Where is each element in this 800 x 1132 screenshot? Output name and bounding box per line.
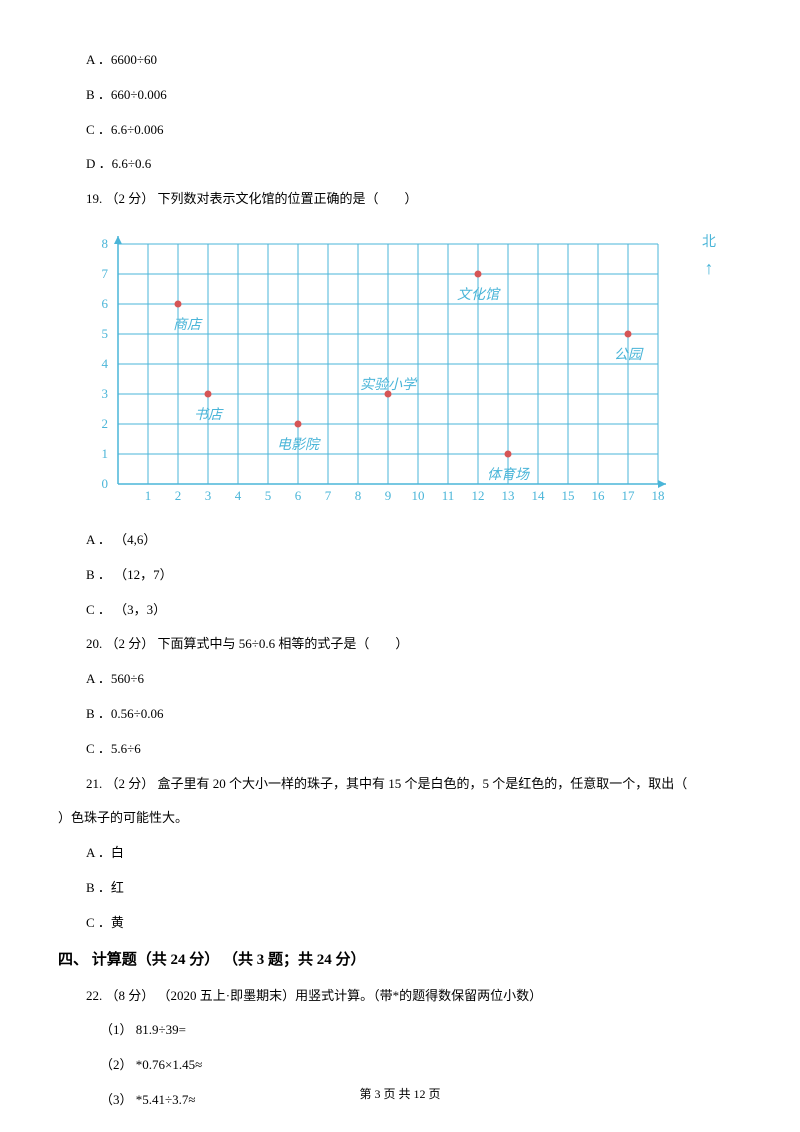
svg-text:3: 3	[102, 386, 109, 401]
q19-option-c: C ． （3，3）	[58, 600, 742, 621]
q20-option-a: A ．560÷6	[58, 669, 742, 690]
section4-title: 四、 计算题（共 24 分） （共 3 题；共 24 分）	[58, 948, 742, 972]
svg-text:2: 2	[175, 488, 182, 503]
svg-text:13: 13	[502, 488, 515, 503]
svg-text:体育场: 体育场	[487, 467, 530, 483]
q20-option-c: C ．5.6÷6	[58, 739, 742, 760]
svg-text:5: 5	[102, 326, 109, 341]
svg-text:电影院: 电影院	[277, 437, 321, 453]
coordinate-grid: 123456789101112131415161718012345678文化馆商…	[86, 224, 686, 514]
q22-sub1: （1） 81.9÷39=	[58, 1020, 742, 1041]
q19-option-a: A ． （4,6）	[58, 530, 742, 551]
q18-option-d: D ．6.6÷0.6	[58, 154, 742, 175]
svg-text:0: 0	[102, 476, 109, 491]
q20-option-b: B ．0.56÷0.06	[58, 704, 742, 725]
svg-text:4: 4	[102, 356, 109, 371]
svg-text:商店: 商店	[173, 317, 203, 333]
q19-text: 19. （2 分） 下列数对表示文化馆的位置正确的是（ ）	[58, 189, 742, 210]
svg-text:书店: 书店	[194, 407, 224, 423]
svg-text:文化馆: 文化馆	[457, 287, 501, 303]
svg-text:11: 11	[442, 488, 455, 503]
q18-option-c: C ．6.6÷0.006	[58, 120, 742, 141]
q21-option-c: C ．黄	[58, 913, 742, 934]
svg-text:4: 4	[235, 488, 242, 503]
svg-text:2: 2	[102, 416, 109, 431]
svg-text:7: 7	[325, 488, 332, 503]
svg-text:8: 8	[355, 488, 362, 503]
svg-text:5: 5	[265, 488, 272, 503]
svg-text:18: 18	[652, 488, 665, 503]
svg-text:3: 3	[205, 488, 212, 503]
svg-text:8: 8	[102, 236, 109, 251]
svg-text:1: 1	[145, 488, 152, 503]
q22-text: 22. （8 分） （2020 五上·即墨期末）用竖式计算。（带*的题得数保留两…	[58, 986, 742, 1007]
north-label: 北	[702, 235, 716, 250]
svg-text:12: 12	[472, 488, 485, 503]
svg-text:15: 15	[562, 488, 575, 503]
q19-option-b: B ． （12，7）	[58, 565, 742, 586]
q18-option-a: A ．6600÷60	[58, 50, 742, 71]
svg-text:17: 17	[622, 488, 636, 503]
svg-text:1: 1	[102, 446, 109, 461]
north-indicator: 北 ↑	[702, 232, 716, 283]
svg-text:7: 7	[102, 266, 109, 281]
q21-option-a: A ．白	[58, 843, 742, 864]
q21-cont: ）色珠子的可能性大。	[58, 808, 742, 829]
svg-text:10: 10	[412, 488, 425, 503]
svg-text:6: 6	[102, 296, 109, 311]
q21-option-b: B ．红	[58, 878, 742, 899]
q22-sub2: （2） *0.76×1.45≈	[58, 1055, 742, 1076]
svg-text:公园: 公园	[614, 347, 644, 363]
q21-text: 21. （2 分） 盒子里有 20 个大小一样的珠子，其中有 15 个是白色的，…	[58, 774, 742, 795]
q18-option-b: B ．660÷0.006	[58, 85, 742, 106]
svg-text:实验小学: 实验小学	[360, 377, 418, 393]
svg-text:6: 6	[295, 488, 302, 503]
svg-text:14: 14	[532, 488, 546, 503]
svg-text:16: 16	[592, 488, 606, 503]
page-footer: 第 3 页 共 12 页	[0, 1085, 800, 1104]
q20-text: 20. （2 分） 下面算式中与 56÷0.6 相等的式子是（ ）	[58, 634, 742, 655]
svg-text:9: 9	[385, 488, 392, 503]
